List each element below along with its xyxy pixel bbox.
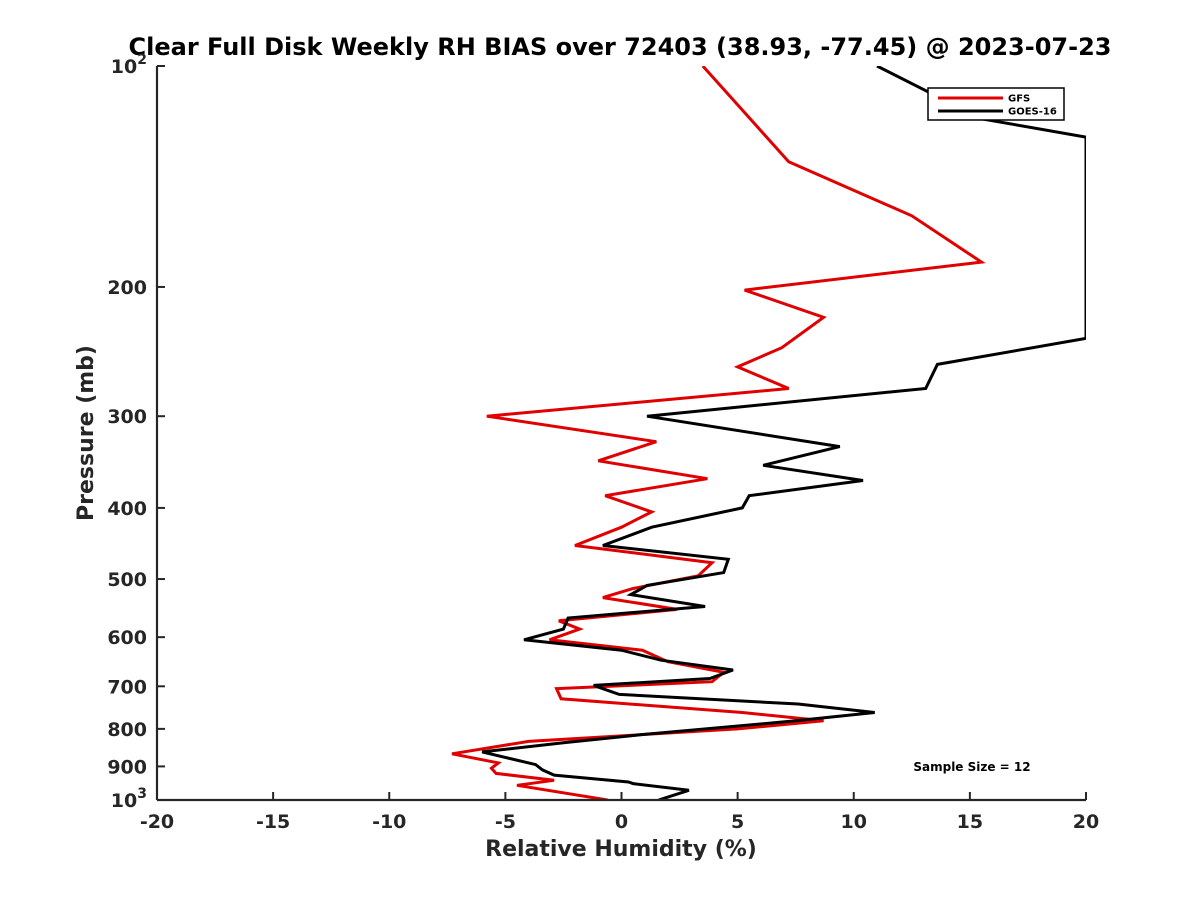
axes-layer xyxy=(155,66,1086,802)
x-tick-label: 15 xyxy=(957,811,983,833)
x-ticks: -20 -15 -10 -5 0 5 10 15 20 xyxy=(140,792,1099,833)
y-tick-label: 500 xyxy=(107,569,147,591)
series-layer xyxy=(451,66,1086,800)
x-tick-label: 10 xyxy=(841,811,867,833)
x-tick-label: -10 xyxy=(372,811,406,833)
sample-size-annotation: Sample Size = 12 xyxy=(913,760,1030,774)
x-axis-label: Relative Humidity (%) xyxy=(485,837,757,862)
legend-box xyxy=(927,87,1065,121)
y-tick-label: 200 xyxy=(107,277,147,299)
chart-title: Clear Full Disk Weekly RH BIAS over 7240… xyxy=(129,33,1112,61)
series-line-gfs xyxy=(451,66,986,800)
legend-label: GOES-16 xyxy=(1008,107,1057,118)
x-tick-label: 0 xyxy=(615,811,628,833)
x-tick-label: 5 xyxy=(731,811,744,833)
x-tick-label: -5 xyxy=(495,811,516,833)
series-line-goes-16 xyxy=(481,66,1086,800)
x-tick-label: 20 xyxy=(1073,811,1099,833)
legend: GFS GOES-16 xyxy=(927,87,1065,121)
y-tick-label: 102 xyxy=(111,52,147,78)
legend-label: GFS xyxy=(1008,94,1030,105)
y-tick-label: 900 xyxy=(107,756,147,778)
x-tick-label: -15 xyxy=(256,811,290,833)
y-ticks: 102 200 300 400 500 600 700 800 900 103 xyxy=(107,52,165,812)
y-tick-label: 103 xyxy=(111,786,147,812)
y-tick-label: 700 xyxy=(107,676,147,698)
y-tick-label: 400 xyxy=(107,498,147,520)
x-tick-label: -20 xyxy=(140,811,174,833)
y-axis-label: Pressure (mb) xyxy=(74,345,99,521)
y-tick-label: 300 xyxy=(107,406,147,428)
y-tick-label: 800 xyxy=(107,719,147,741)
y-tick-label: 600 xyxy=(107,627,147,649)
